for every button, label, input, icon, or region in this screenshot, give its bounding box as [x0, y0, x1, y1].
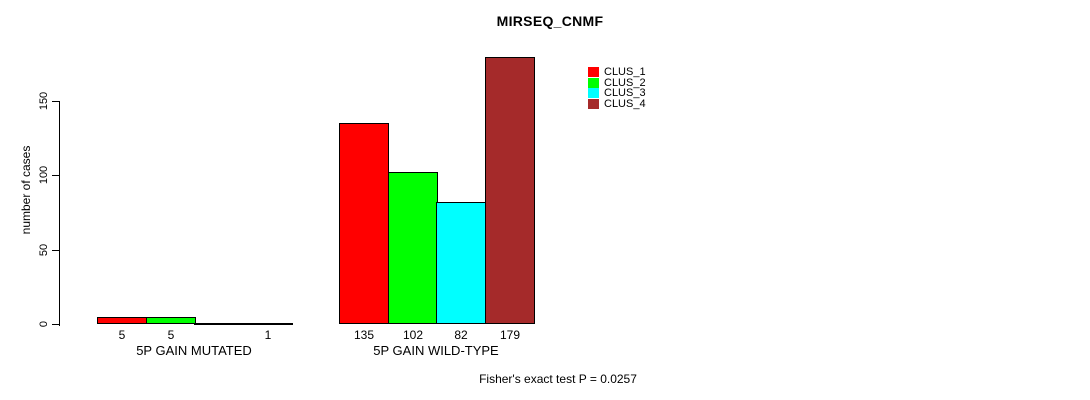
chart-title: MIRSEQ_CNMF [496, 13, 604, 29]
y-axis-tick [52, 250, 59, 251]
legend-swatch [588, 88, 599, 98]
annotation-text: Fisher's exact test P = 0.0257 [479, 372, 637, 386]
bar-value-label: 5 [167, 328, 175, 342]
bar [243, 323, 293, 325]
bar [339, 123, 389, 324]
legend-label: CLUS_3 [604, 87, 646, 99]
bar [388, 172, 438, 324]
legend-swatch [588, 99, 599, 109]
y-axis-tick [52, 175, 59, 176]
bar-value-label: 82 [454, 328, 468, 342]
bar-value-label: 1 [264, 328, 272, 342]
y-axis-line [59, 101, 60, 326]
bar [436, 202, 486, 324]
bar-value-label: 5 [118, 328, 126, 342]
legend-label: CLUS_4 [604, 98, 646, 110]
bar [194, 323, 244, 325]
legend-label: CLUS_2 [604, 77, 646, 89]
bar [485, 57, 535, 324]
bar [146, 317, 196, 324]
y-axis-tick-label-text: 150 [38, 91, 50, 111]
y-axis-tick-label-text: 0 [38, 320, 50, 328]
bar-value-label: 102 [402, 328, 424, 342]
legend-swatch [588, 67, 599, 77]
y-axis-tick-label-text: 50 [38, 243, 50, 257]
bar [97, 317, 147, 324]
group-label: 5P GAIN MUTATED [136, 343, 252, 358]
legend-swatch [588, 78, 599, 88]
y-axis-tick [52, 101, 59, 102]
y-axis-tick [52, 324, 59, 325]
legend-label: CLUS_1 [604, 66, 646, 78]
bar-value-label: 179 [499, 328, 521, 342]
group-label: 5P GAIN WILD-TYPE [373, 343, 499, 358]
bar-value-label: 135 [353, 328, 375, 342]
y-axis-tick-label-text: 100 [38, 165, 50, 185]
